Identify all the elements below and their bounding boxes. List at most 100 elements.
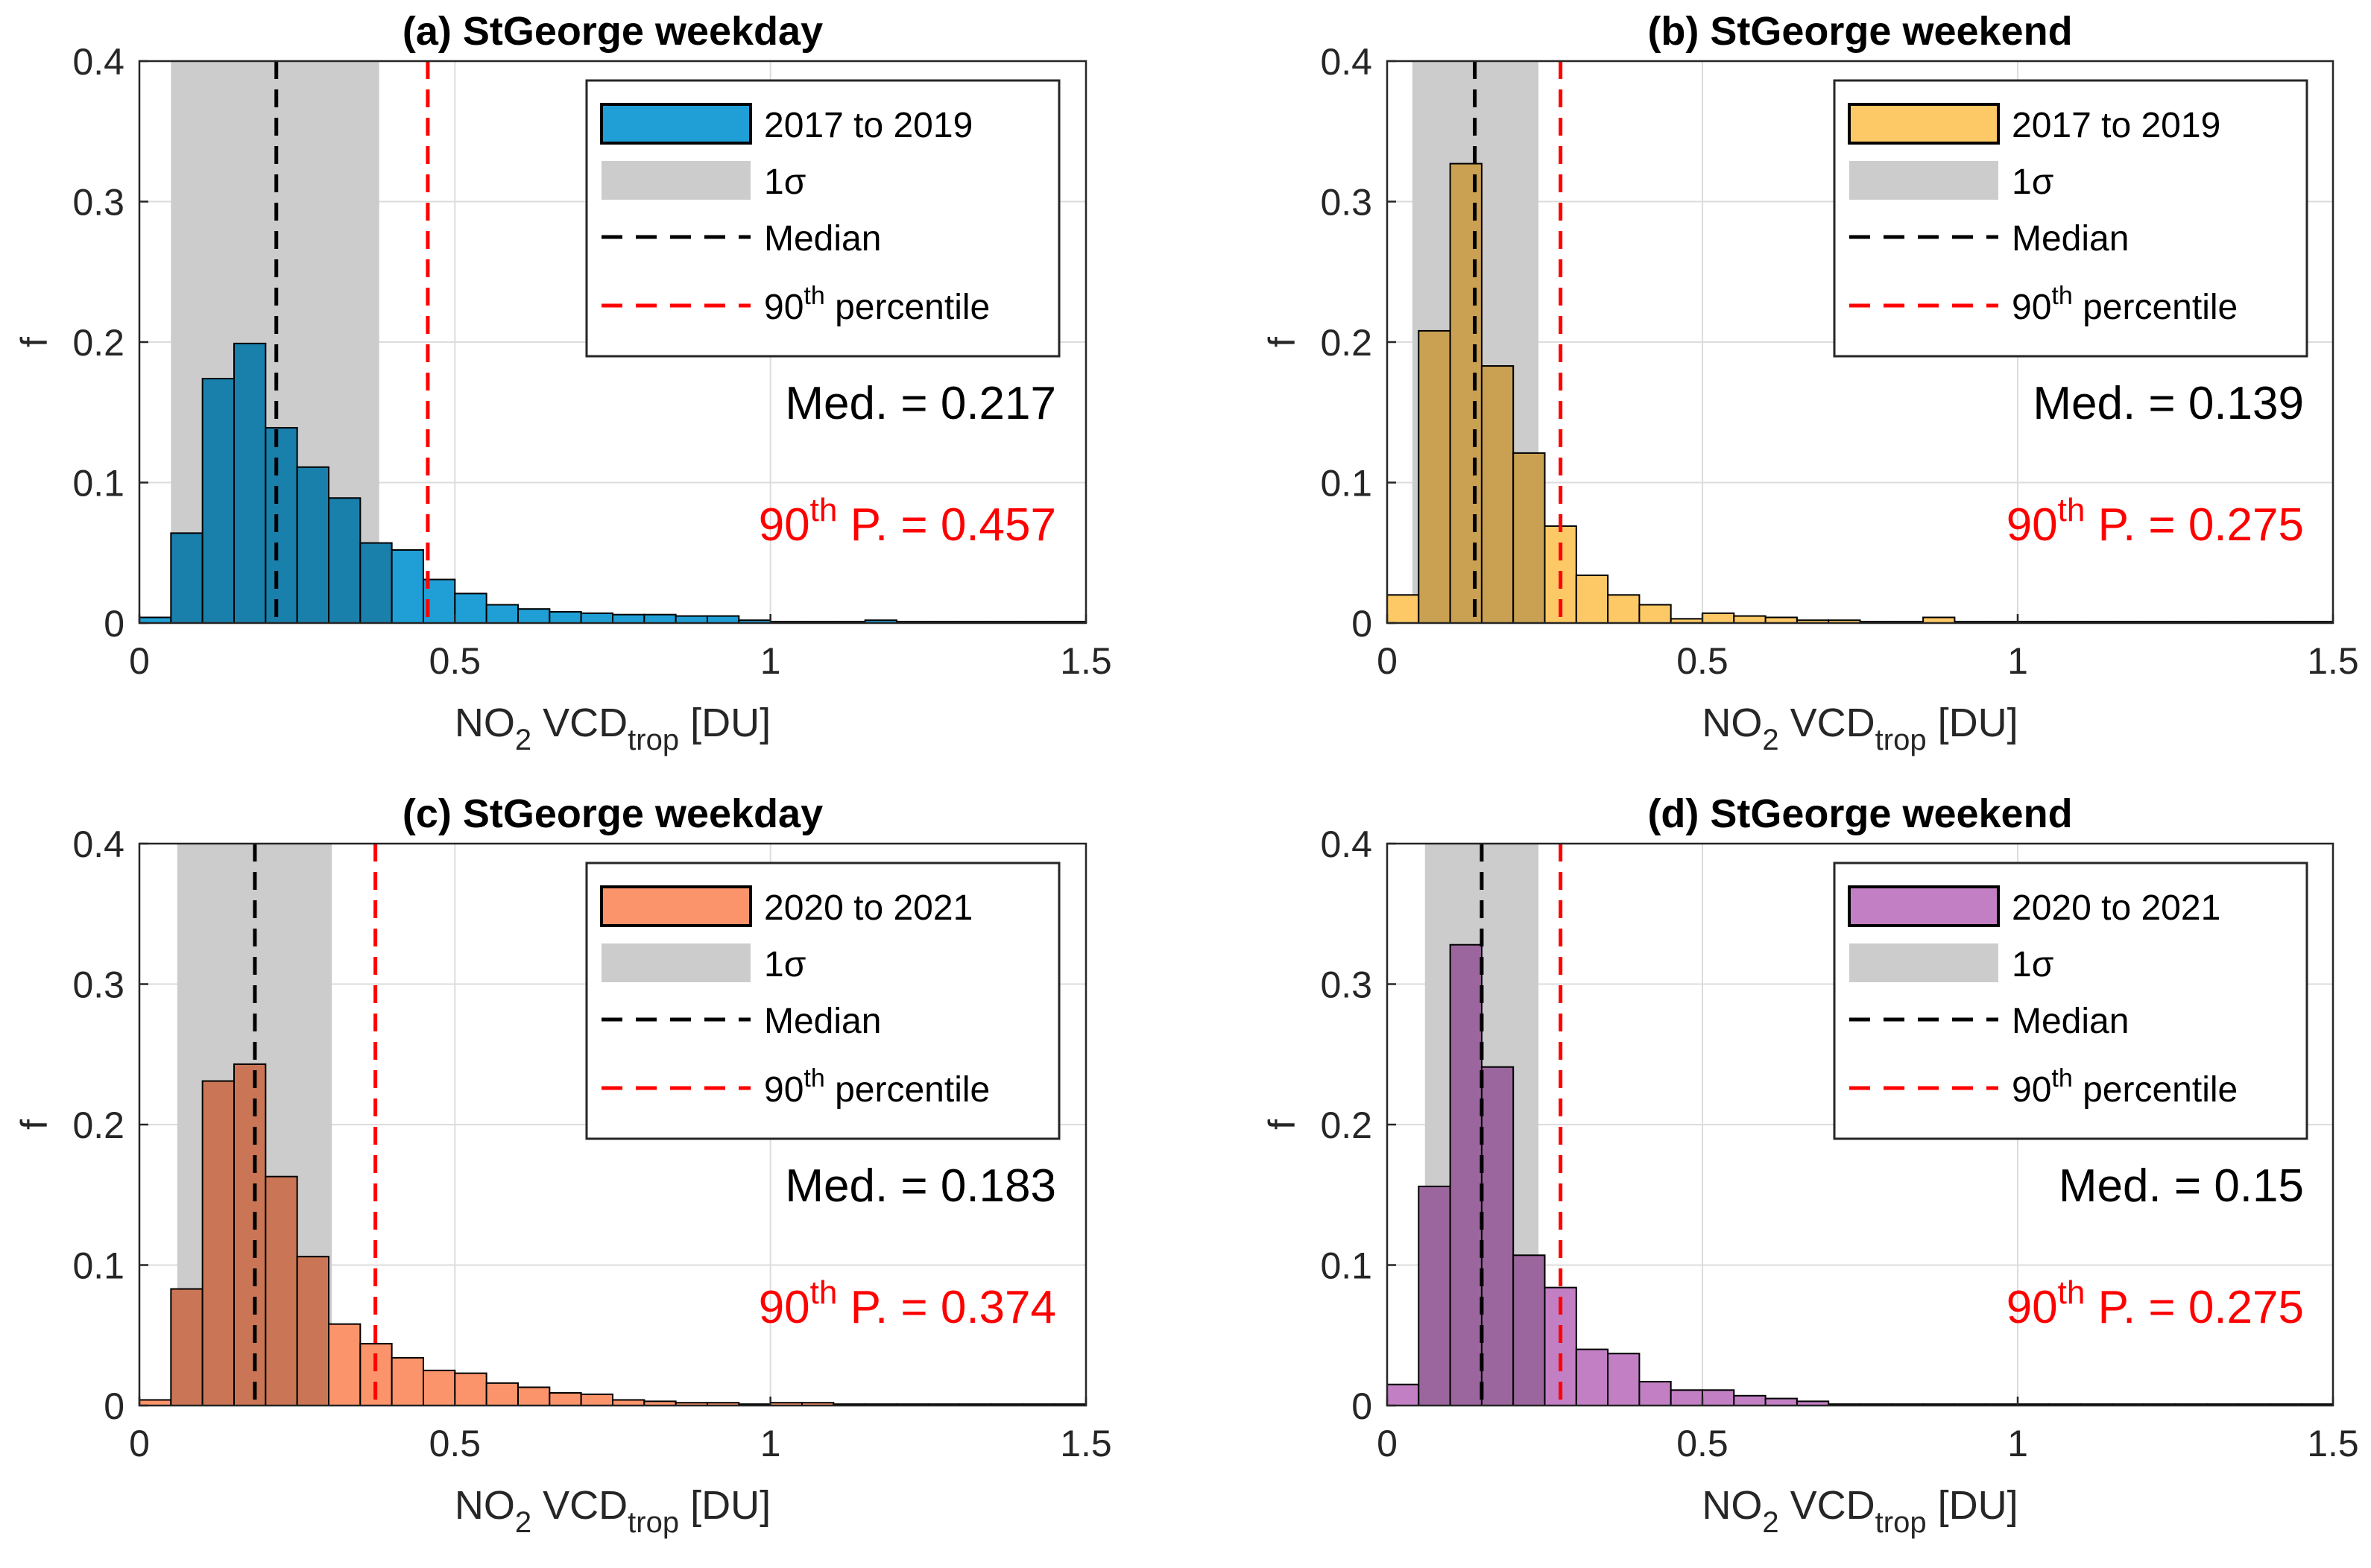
x-label-base: NO bbox=[455, 701, 515, 745]
legend-p90-tail: percentile bbox=[2073, 288, 2238, 327]
histogram-bar bbox=[423, 1369, 456, 1406]
histogram-bar bbox=[265, 426, 298, 624]
median-annotation-prefix: Med. = bbox=[2033, 378, 2188, 429]
x-tick-label: 0 bbox=[1377, 1423, 1398, 1464]
median-annotation: Med. = 0.183 bbox=[785, 1160, 1056, 1212]
x-tick-label: 1 bbox=[760, 640, 781, 682]
x-tick-label: 1.5 bbox=[2307, 1423, 2359, 1464]
p90-annotation-base: 90 bbox=[2007, 1282, 2058, 1333]
histogram-bar bbox=[580, 612, 614, 624]
y-tick-label: 0.1 bbox=[1320, 463, 1372, 505]
panel-title: (b) StGeorge weekend bbox=[1647, 9, 2072, 54]
x-label-subscript: trop bbox=[1875, 724, 1927, 756]
histogram-bar bbox=[1386, 594, 1420, 624]
median-annotation-value: 0.217 bbox=[941, 378, 1056, 429]
histogram-bar bbox=[1607, 594, 1641, 624]
legend-sigma-swatch bbox=[602, 943, 751, 982]
histogram-bar bbox=[233, 1063, 267, 1406]
histogram-bar bbox=[170, 1288, 203, 1407]
panel-d: 0 0.5 1 1.5 0 0.1 0.2 0.3 0.4 (d) StGeorge weeken… bbox=[1261, 791, 2359, 1539]
x-tick-label: 1.5 bbox=[2307, 640, 2359, 682]
histogram-bar bbox=[328, 497, 362, 624]
histogram-bar bbox=[1418, 1185, 1451, 1406]
panel-c: 0 0.5 1 1.5 0 0.1 0.2 0.3 0.4 (c) StGeorge weekda… bbox=[13, 791, 1112, 1539]
y-axis-label: f bbox=[1261, 337, 1303, 347]
y-axis-label: f bbox=[13, 1119, 55, 1130]
panel-title: (c) StGeorge weekday bbox=[402, 791, 823, 836]
legend-p90-tail: percentile bbox=[825, 1070, 990, 1110]
histogram-bar bbox=[265, 1175, 298, 1406]
legend-sigma-label: 1σ bbox=[2012, 162, 2053, 202]
histogram-bar bbox=[1638, 1380, 1672, 1406]
legend-median-label: Median bbox=[2012, 219, 2129, 259]
histogram-bar bbox=[643, 613, 677, 625]
x-label-subscript: 2 bbox=[1762, 724, 1778, 756]
histogram-bar bbox=[296, 466, 329, 625]
histogram-bar bbox=[1764, 1397, 1798, 1406]
y-tick-label: 0.3 bbox=[72, 182, 124, 224]
p90-annotation-tail: P. = bbox=[837, 499, 940, 551]
legend-p90-base: 90 bbox=[764, 288, 804, 327]
histogram-bar bbox=[1418, 329, 1451, 624]
x-axis-label: NO2 VCDtrop [DU] bbox=[455, 1483, 771, 1539]
x-label-subscript: trop bbox=[628, 1506, 679, 1539]
histogram-bar bbox=[359, 542, 393, 624]
legend-p90-label: 90th percentile bbox=[2012, 282, 2238, 327]
legend-p90-superscript: th bbox=[804, 1064, 824, 1093]
p90-annotation-value: 0.374 bbox=[941, 1282, 1056, 1333]
histogram-bar bbox=[1575, 1348, 1609, 1406]
histogram-bar bbox=[1575, 574, 1609, 624]
x-tick-label: 1 bbox=[2007, 640, 2028, 682]
y-tick-label: 0.2 bbox=[1320, 322, 1372, 364]
x-label-mid: VCD bbox=[1779, 1483, 1875, 1528]
histogram-bar bbox=[549, 610, 582, 624]
x-label-mid: VCD bbox=[1779, 701, 1875, 745]
x-label-mid: VCD bbox=[531, 701, 628, 745]
histogram-bar bbox=[612, 613, 645, 625]
x-tick-label: 0.5 bbox=[429, 640, 482, 682]
x-label-subscript: trop bbox=[1875, 1506, 1927, 1539]
y-tick-label: 0.3 bbox=[1320, 182, 1372, 224]
x-tick-label: 0 bbox=[1377, 640, 1398, 682]
histogram-bar bbox=[485, 604, 520, 624]
legend-swatch bbox=[1848, 885, 2000, 927]
legend-p90-superscript: th bbox=[804, 282, 824, 310]
legend-p90-base: 90 bbox=[2012, 288, 2051, 327]
histogram-bar bbox=[580, 1393, 614, 1407]
legend-median-label: Median bbox=[2012, 1002, 2129, 1041]
x-label-tail: [DU] bbox=[1927, 1483, 2018, 1528]
histogram-bar bbox=[1607, 1353, 1641, 1407]
legend-median-label: Median bbox=[764, 1002, 881, 1041]
y-tick-label: 0.2 bbox=[72, 322, 124, 364]
legend-p90-label: 90th percentile bbox=[2012, 1064, 2238, 1110]
legend-p90-label: 90th percentile bbox=[764, 1064, 990, 1110]
median-annotation: Med. = 0.15 bbox=[2059, 1160, 2304, 1212]
p90-annotation-base: 90 bbox=[2007, 499, 2058, 551]
legend-sigma-swatch bbox=[602, 161, 751, 200]
y-tick-label: 0 bbox=[1351, 1385, 1372, 1427]
p90-annotation: 90th P. = 0.457 bbox=[759, 492, 1056, 551]
p90-annotation: 90th P. = 0.275 bbox=[2007, 1274, 2304, 1333]
median-annotation: Med. = 0.139 bbox=[2033, 378, 2304, 429]
legend: 2017 to 2019 1σ Median 90th percentile bbox=[585, 79, 1061, 358]
legend-p90-superscript: th bbox=[2051, 1064, 2072, 1093]
y-tick-label: 0.1 bbox=[1320, 1245, 1372, 1287]
x-label-subscript: 2 bbox=[1762, 1506, 1778, 1539]
legend-sigma-label: 1σ bbox=[2012, 945, 2053, 984]
histogram-bar bbox=[1733, 1394, 1767, 1407]
p90-annotation-tail: P. = bbox=[837, 1282, 940, 1333]
y-tick-label: 0.1 bbox=[72, 463, 124, 505]
median-annotation-prefix: Med. = bbox=[785, 1160, 941, 1212]
histogram-bar bbox=[1480, 1066, 1515, 1406]
x-label-base: NO bbox=[1702, 1483, 1762, 1528]
histogram-bar bbox=[517, 1386, 551, 1406]
legend: 2020 to 2021 1σ Median 90th percentile bbox=[1833, 862, 2308, 1140]
histogram-bar bbox=[201, 1080, 235, 1406]
histogram-bar bbox=[1386, 1383, 1420, 1406]
x-label-mid: VCD bbox=[531, 1483, 628, 1528]
histogram-bar bbox=[201, 378, 235, 624]
legend-sigma-swatch bbox=[1849, 943, 1998, 982]
median-annotation-prefix: Med. = bbox=[2059, 1160, 2214, 1212]
legend-sigma-label: 1σ bbox=[764, 945, 806, 984]
panel-a: 0 0.5 1 1.5 0 0.1 0.2 0.3 0.4 (a) StGeorge weekda… bbox=[13, 9, 1112, 756]
